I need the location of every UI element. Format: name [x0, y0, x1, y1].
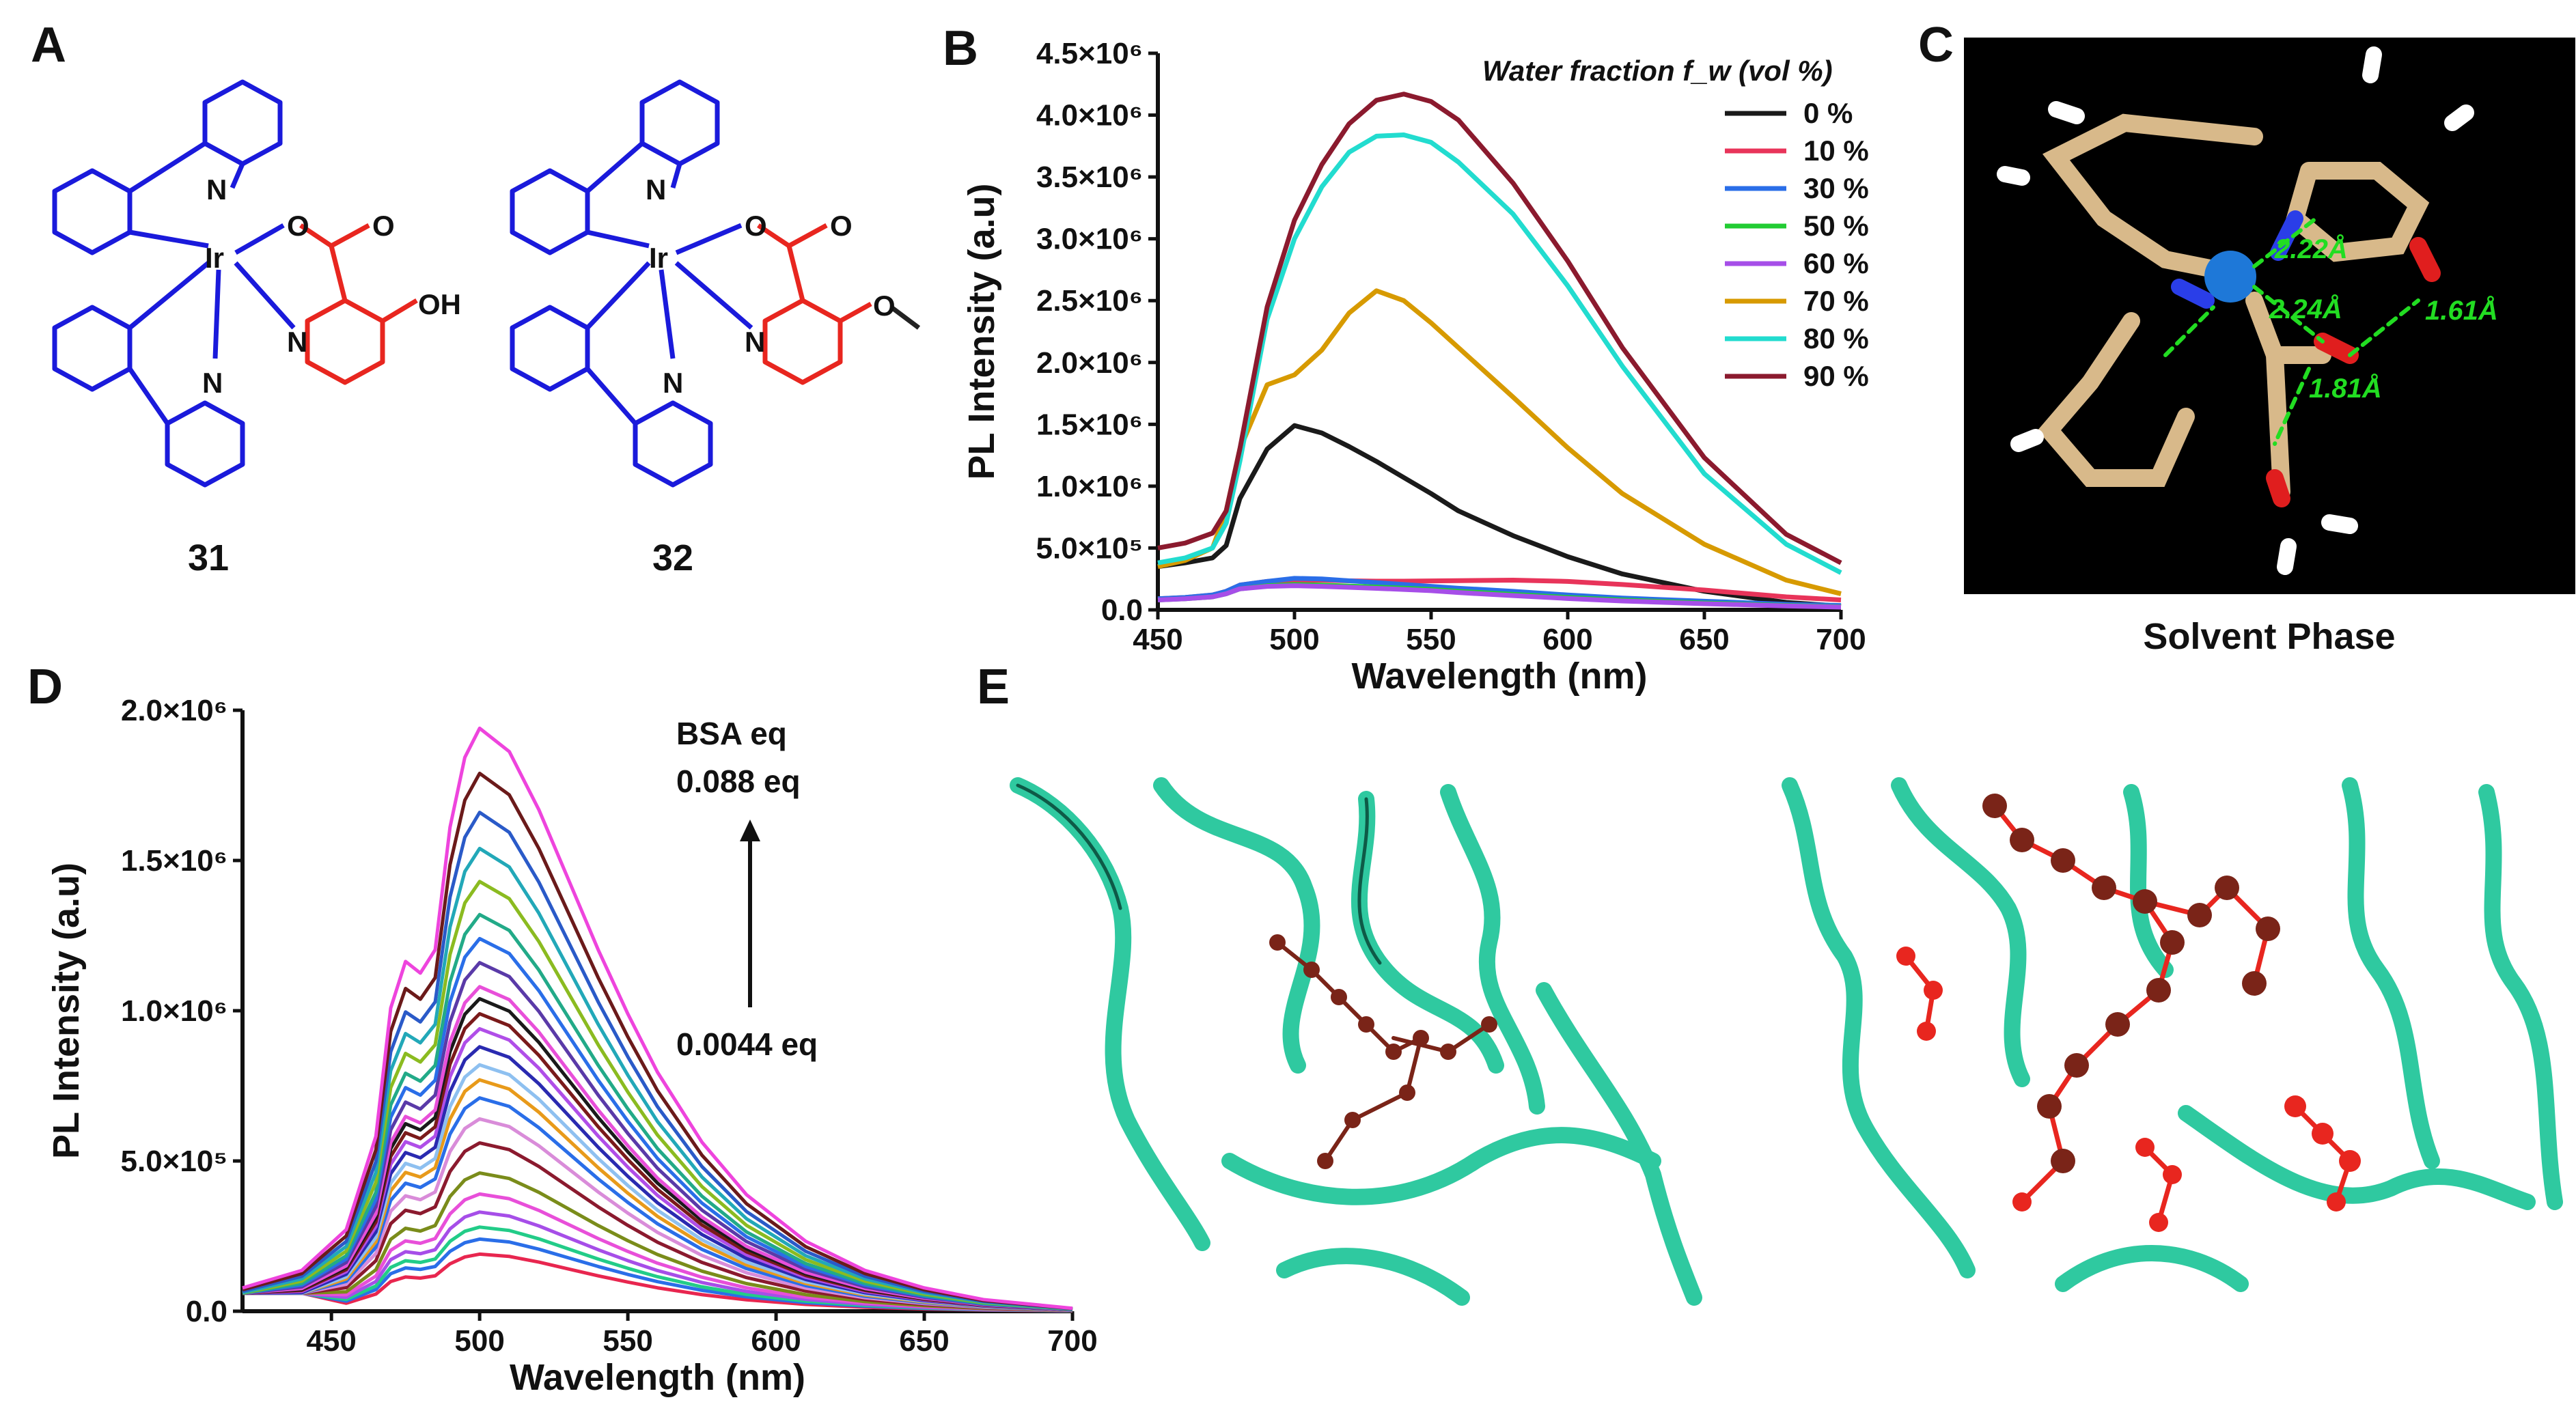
molecule-sticks: [1997, 46, 2474, 575]
svg-text:O: O: [873, 290, 896, 322]
protein-render-right: [1782, 777, 2563, 1292]
chart-d-y-tick-label-0: 0.0: [186, 1295, 227, 1328]
bsa-arrowhead: [740, 820, 760, 841]
distance-label-3: 1.61Å: [2425, 295, 2498, 326]
chart-b: 450 500 550 600 650 700 0.0 5.0×10⁵ 1.0×10⁶ 1.5×1…: [961, 37, 1869, 697]
series-line-80: [1157, 132, 1842, 575]
chart-d-y-tick-label-4: 2.0×10⁶: [121, 694, 227, 727]
chart-d-x-axis-label: Wavelength (nm): [510, 1357, 805, 1398]
chart-d-x-tick-label-650: 650: [899, 1324, 949, 1358]
series-line-bsa-24: [242, 726, 1073, 1311]
svg-text:O: O: [745, 210, 767, 242]
chart-b-x-tick-label-450: 450: [1133, 623, 1182, 656]
molecule-render-c: [1964, 38, 2575, 594]
legend-label-50: 50 %: [1803, 210, 1869, 242]
series-line-90: [1157, 92, 1842, 565]
chart-b-x-tick-label-700: 700: [1816, 623, 1866, 656]
chart-d-x-tick-label-550: 550: [603, 1324, 652, 1358]
chart-b-x-axis-label: Wavelength (nm): [1351, 656, 1647, 697]
chart-d-x-tick-label-500: 500: [454, 1324, 504, 1358]
series-line-bsa-19: [242, 912, 1073, 1311]
protein-render-left: [1010, 777, 1702, 1306]
chart-d: 450 500 550 600 650 700 0.0 5.0×10⁵ 1.0×10⁶ 1.5×1…: [46, 694, 1098, 1398]
series-line-60: [1157, 583, 1842, 610]
panel-a: A N Ir N N: [31, 18, 921, 578]
chart-b-x-tick-label-500: 500: [1269, 623, 1319, 656]
bsa-legend-title: BSA eq: [676, 716, 787, 751]
legend-label-80: 80 %: [1803, 322, 1869, 354]
series-line-bsa-6: [243, 1171, 1073, 1313]
chart-b-y-tick-label-5: 2.5×10⁶: [1036, 284, 1143, 318]
chart-b-x-tick-label-550: 550: [1406, 623, 1456, 656]
svg-text:O: O: [372, 210, 395, 242]
chart-b-y-tick-label-0: 0.0: [1101, 593, 1143, 627]
compound-31-structure: [52, 79, 418, 488]
compound-32-label: 32: [652, 537, 693, 578]
bsa-top-eq: 0.088 eq: [676, 764, 801, 799]
bsa-bottom-eq: 0.0044 eq: [676, 1026, 818, 1062]
svg-text:N: N: [745, 326, 765, 358]
chart-d-x-tick-label-700: 700: [1047, 1324, 1097, 1358]
series-line-bsa-23: [242, 771, 1073, 1311]
panel-letter-d: D: [27, 660, 63, 714]
legend-label-70: 70 %: [1803, 285, 1869, 317]
compound-31-oh: OH: [418, 288, 461, 320]
panel-d: D 450 500 550 600 650 700 0.0 5.0×10⁵ 1.0×10⁶ 1.5…: [27, 660, 1098, 1398]
compound-31-ir: Ir: [205, 242, 224, 274]
chart-b-y-axis-label: PL Intensity (a.u): [961, 183, 1002, 479]
svg-text:O: O: [830, 210, 853, 242]
series-line-bsa-21: [242, 846, 1073, 1311]
chart-b-y-tick-label-9: 4.5×10⁶: [1036, 37, 1143, 70]
legend-label-60: 60 %: [1803, 247, 1869, 279]
panel-letter-b: B: [943, 21, 978, 76]
panel-letter-e: E: [977, 660, 1010, 714]
chart-d-x-tick-label-600: 600: [751, 1324, 801, 1358]
chart-d-y-tick-label-2: 1.0×10⁶: [121, 994, 227, 1028]
series-line-0: [1157, 423, 1842, 609]
compound-32-structure: [510, 79, 921, 488]
chart-b-x-tick-label-600: 600: [1542, 623, 1592, 656]
svg-text:N: N: [663, 367, 683, 399]
distance-label-4: 1.81Å: [2309, 373, 2382, 404]
panel-letter-c: C: [1918, 18, 1954, 72]
panel-e: E: [977, 660, 2563, 1306]
chart-b-y-tick-label-2: 1.0×10⁶: [1036, 470, 1143, 503]
panel-letter-a: A: [31, 18, 66, 72]
compound-31-n-top: N: [206, 173, 227, 206]
panel-b: B 450 500 550 600 650 700 0.0 5.0×10⁵ 1.0×10⁶ 1.5…: [943, 21, 1869, 697]
chart-d-x-tick-label-450: 450: [306, 1324, 356, 1358]
compound-31-label: 31: [188, 537, 229, 578]
compound-31-n-bottom: N: [202, 367, 223, 399]
compound-31-n-picolinate: N: [287, 326, 307, 358]
chart-b-y-tick-label-8: 4.0×10⁶: [1036, 99, 1143, 132]
chart-b-y-tick-label-4: 2.0×10⁶: [1036, 346, 1143, 380]
chart-d-y-axis-label: PL Intensity (a.u): [46, 863, 87, 1159]
legend-label-30: 30 %: [1803, 172, 1869, 204]
legend-label-90: 90 %: [1803, 360, 1869, 392]
chart-d-y-tick-label-3: 1.5×10⁶: [121, 844, 227, 878]
distance-label-2: 2.24Å: [2269, 294, 2342, 324]
chart-b-y-tick-label-7: 3.5×10⁶: [1036, 160, 1143, 194]
distance-label-1: 2.22Å: [2274, 234, 2348, 264]
chart-b-y-tick-label-1: 5.0×10⁵: [1036, 531, 1143, 565]
series-line-bsa-20: [242, 880, 1073, 1311]
chart-b-legend-title: Water fraction f_w (vol %): [1482, 55, 1833, 87]
chart-d-y-tick-label-1: 5.0×10⁵: [121, 1145, 227, 1178]
chart-b-y-tick-label-6: 3.0×10⁶: [1036, 223, 1143, 256]
caption-solvent-phase: Solvent Phase: [2143, 616, 2395, 657]
chart-b-x-tick-label-650: 650: [1679, 623, 1729, 656]
svg-text:N: N: [646, 173, 666, 206]
panel-c: C: [1918, 18, 2575, 657]
legend-label-0: 0 %: [1803, 97, 1853, 129]
compound-32-ir: Ir: [649, 242, 668, 274]
svg-text:O: O: [287, 210, 309, 242]
series-line-bsa-22: [242, 811, 1073, 1311]
chart-b-y-tick-label-3: 1.5×10⁶: [1036, 408, 1143, 441]
legend-label-10: 10 %: [1803, 135, 1869, 167]
